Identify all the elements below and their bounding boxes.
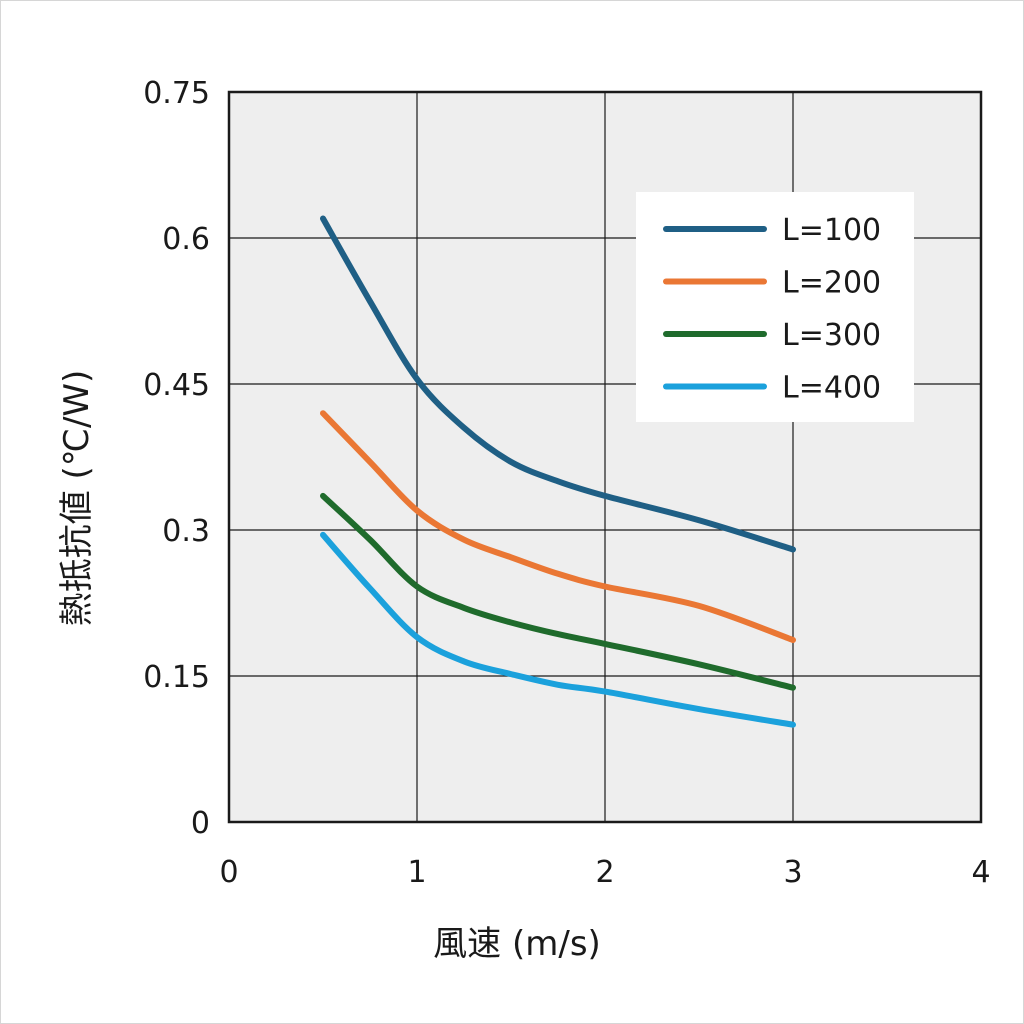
plot-border [227,90,983,824]
legend: L=100 L=200 L=300 L=400 [636,192,914,422]
y-tick-label: 0.3 [162,514,210,549]
x-tick-label: 2 [595,855,614,890]
x-tick-label: 1 [407,855,426,890]
y-tick-label: 0.6 [162,222,210,257]
series-line-l-300 [320,492,796,691]
x-tick-label: 3 [783,855,802,890]
y-tick-label: 0 [191,806,210,841]
series-line-l-100 [320,215,796,553]
legend-label: L=400 [782,371,881,406]
x-axis-label: 風速 (m/s) [433,924,601,964]
legend-label: L=100 [782,213,881,248]
series-line-l-400 [320,531,796,728]
x-tick-labels: 0 1 2 3 4 [219,855,990,890]
legend-label: L=200 [782,266,881,301]
x-tick-label: 4 [971,855,990,890]
y-tick-label: 0.45 [143,368,210,403]
x-tick-label: 0 [219,855,238,890]
y-tick-label: 0.75 [143,76,210,111]
y-axis-label: 熱抵抗値 (℃/W) [57,370,97,627]
y-tick-labels: 0 0.15 0.3 0.45 0.6 0.75 [143,76,210,841]
y-tick-label: 0.15 [143,660,210,695]
series-line-l-200 [320,410,796,643]
legend-label: L=300 [782,318,881,353]
series-lines [320,215,796,728]
